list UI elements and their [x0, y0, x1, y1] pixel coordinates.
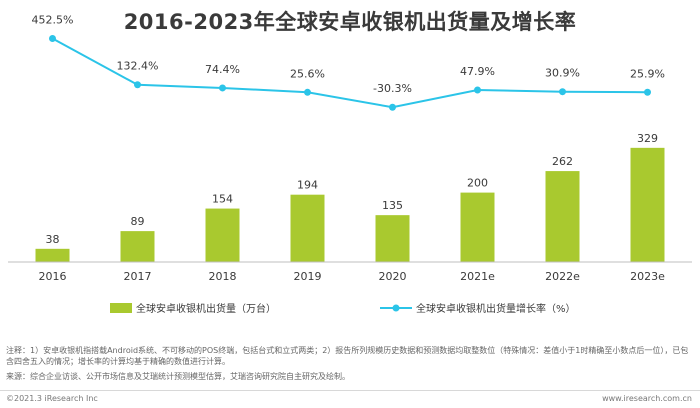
x-tick-labels: 2016 2017 2018 2019 2020 2021e 2022e 2023e — [39, 270, 666, 283]
combo-chart: 38 89 154 194 135 200 262 329 452.5% 132.4% 74.4%… — [8, 14, 692, 315]
source-note: 来源：综合企业访谈、公开市场信息及艾瑞统计预测模型估算，艾瑞咨询研究院自主研究及… — [6, 372, 350, 381]
growth-point-2019 — [304, 88, 311, 96]
bar-2017 — [120, 231, 155, 262]
growth-label-2016: 452.5% — [32, 14, 74, 27]
bar-2020 — [375, 215, 410, 262]
bar-2018 — [205, 208, 240, 262]
x-tick-2022e: 2022e — [545, 270, 580, 283]
bar-label-2020: 135 — [382, 199, 403, 212]
growth-label-2020: -30.3% — [373, 82, 412, 95]
bars-layer: 38 89 154 194 135 200 262 329 — [35, 132, 665, 262]
bar-2021e — [460, 192, 495, 262]
x-tick-2021e: 2021e — [460, 270, 495, 283]
growth-label-2018: 74.4% — [205, 63, 240, 76]
legend-bar-label: 全球安卓收银机出货量（万台） — [136, 302, 276, 315]
legend-line-label: 全球安卓收银机出货量增长率（%） — [416, 302, 576, 315]
x-tick-2020: 2020 — [379, 270, 407, 283]
copyright: ©2021.3 iResearch Inc — [6, 394, 98, 403]
growth-point-2023e — [644, 88, 651, 96]
growth-label-2022e: 30.9% — [545, 67, 580, 80]
bar-2023e — [630, 147, 665, 262]
bar-label-2023e: 329 — [637, 132, 658, 145]
footer-divider — [0, 390, 700, 391]
bar-label-2018: 154 — [212, 193, 233, 206]
growth-label-2021e: 47.9% — [460, 65, 495, 78]
legend: 全球安卓收银机出货量（万台） 全球安卓收银机出货量增长率（%） — [110, 302, 576, 315]
bar-2019 — [290, 194, 325, 262]
line-layer: 452.5% 132.4% 74.4% 25.6% -30.3% 47.9% 30.9% 25… — [32, 14, 665, 111]
growth-point-2021e — [474, 86, 481, 94]
growth-point-2017 — [134, 81, 141, 89]
footnote: 注释：1）安卓收银机指搭载Android系统、不可移动的POS终端，包括台式和立… — [6, 346, 689, 366]
growth-label-2017: 132.4% — [117, 60, 159, 73]
bar-label-2019: 194 — [297, 179, 318, 192]
bar-label-2016: 38 — [46, 233, 60, 246]
bar-label-2022e: 262 — [552, 155, 573, 168]
website[interactable]: www.iresearch.com.cn — [602, 394, 692, 403]
x-tick-2019: 2019 — [294, 270, 322, 283]
x-tick-2023e: 2023e — [630, 270, 665, 283]
x-tick-2017: 2017 — [124, 270, 152, 283]
growth-label-2019: 25.6% — [290, 67, 325, 80]
growth-point-2022e — [559, 88, 566, 96]
growth-line — [52, 37, 648, 109]
growth-point-2016 — [49, 35, 56, 43]
legend-bar-swatch — [110, 303, 132, 313]
bar-label-2017: 89 — [131, 215, 145, 228]
bar-2016 — [35, 248, 70, 262]
x-tick-2016: 2016 — [39, 270, 67, 283]
growth-point-2020 — [389, 103, 396, 111]
bar-2022e — [545, 171, 580, 262]
bar-label-2021e: 200 — [467, 177, 488, 190]
legend-line-marker — [392, 304, 400, 312]
growth-label-2023e: 25.9% — [630, 67, 665, 80]
x-tick-2018: 2018 — [209, 270, 237, 283]
growth-point-2018 — [219, 84, 226, 92]
chart-title: 2016-2023年全球安卓收银机出货量及增长率 — [123, 10, 577, 34]
